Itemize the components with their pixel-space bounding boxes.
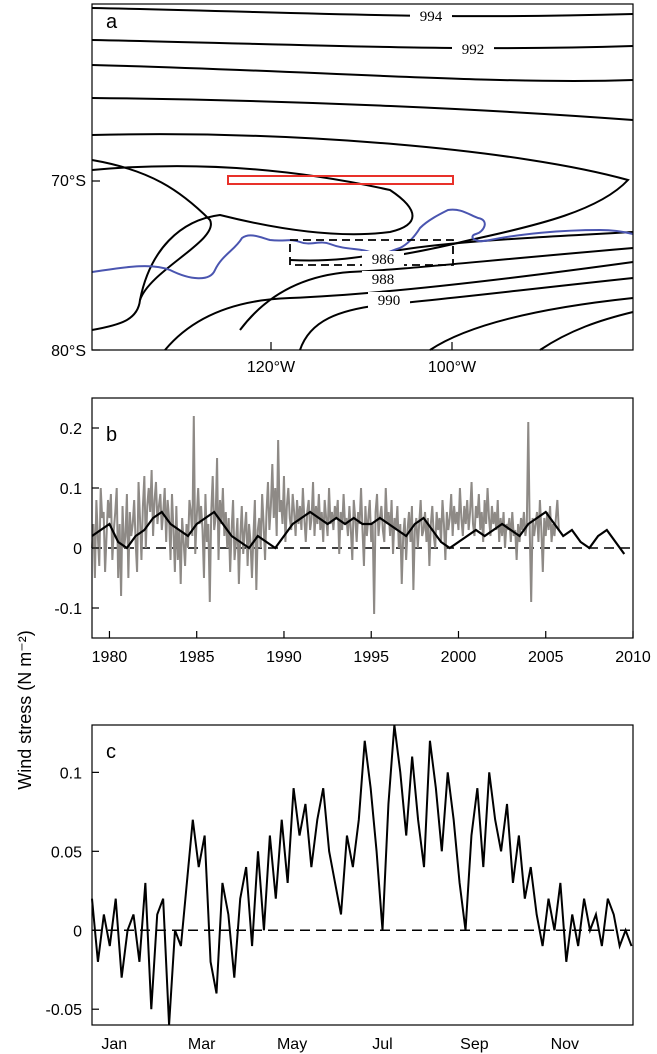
panel-c-series [91,724,633,1026]
panel-c-xtick-label: Jul [372,1036,392,1053]
contour-990 [164,261,634,351]
contour-outer-1 [91,64,634,82]
panel-c-xtick-label: Jan [101,1036,127,1053]
panel-c-ytick-label: -0.05 [46,1002,83,1019]
panel-b-xtick-label: 1990 [266,649,302,666]
panel-c-ytick-label: 0 [73,923,82,940]
contour-inner-loop [91,165,414,331]
panel-b-xtick-label: 2010 [615,649,651,666]
contour-label-994: 994 [420,9,443,25]
contour-low-1 [299,277,634,351]
panel-b-xtick-label: 2005 [528,649,564,666]
panel-b-xtick-label: 1985 [179,649,215,666]
panel-c-xtick-label: Sep [460,1036,489,1053]
panel-c-frame [91,724,634,1026]
lat-tick-80s: 80°S [51,343,86,360]
contour-outer-2 [91,97,634,121]
panel-b-ytick-label: 0.1 [60,481,82,498]
contour-986 [289,231,634,262]
panel-c-letter: c [106,741,116,763]
panel-b-smoothed-series [91,510,626,555]
panel-c-ytick-label: 0.1 [60,765,82,782]
red-region-box [227,175,454,185]
panel-b-xtick-label: 2000 [441,649,477,666]
panel-b-letter: b [106,424,117,446]
panel-b-frame [91,397,634,639]
panel-a-letter: a [106,11,118,33]
contour-lines [91,7,634,351]
contour-label-986: 986 [372,252,395,268]
panel-c-xtick-label: May [277,1036,307,1053]
panel-a: 994 992 986 988 990 70°S 80°S 120°W 100°… [51,3,634,376]
lat-tick-70s: 70°S [51,173,86,190]
panel-c-xtick-label: Mar [188,1036,216,1053]
contour-label-990: 990 [378,293,401,309]
panel-b-ytick-label: -0.1 [54,601,82,618]
panel-b-xtick-label: 1980 [92,649,128,666]
contour-994 [91,7,634,18]
lon-tick-100w: 100°W [428,359,477,376]
panel-a-frame [91,3,634,351]
panel-b-ytick-label: 0 [73,541,82,558]
panel-b-xtick-label: 1995 [353,649,389,666]
shared-y-axis-label: Wind stress (N m⁻²) [15,630,35,790]
contour-label-992: 992 [462,42,485,58]
contour-992 [91,39,634,50]
panel-b-ytick-label: 0.2 [60,421,82,438]
panel-b: 1980 1985 1990 1995 2000 2005 2010-0.100.10.2 … [54,397,651,666]
panel-c-ytick-label: 0.05 [51,844,82,861]
panel-c-xtick-label: Nov [551,1036,579,1053]
contour-low-3 [539,311,634,351]
dashed-region-box [289,239,454,266]
contour-label-988: 988 [372,272,395,288]
lon-tick-120w: 120°W [247,359,296,376]
contour-outer-3 [91,133,630,259]
contour-low-2 [429,297,634,351]
panel-b-monthly-series [91,415,560,615]
panel-c: Jan Mar May Jul Sep Nov -0.05 0 0.05 0.1 c [46,724,634,1053]
contour-left-loop [91,159,212,301]
contour-labels: 994 992 986 988 990 [362,7,494,309]
